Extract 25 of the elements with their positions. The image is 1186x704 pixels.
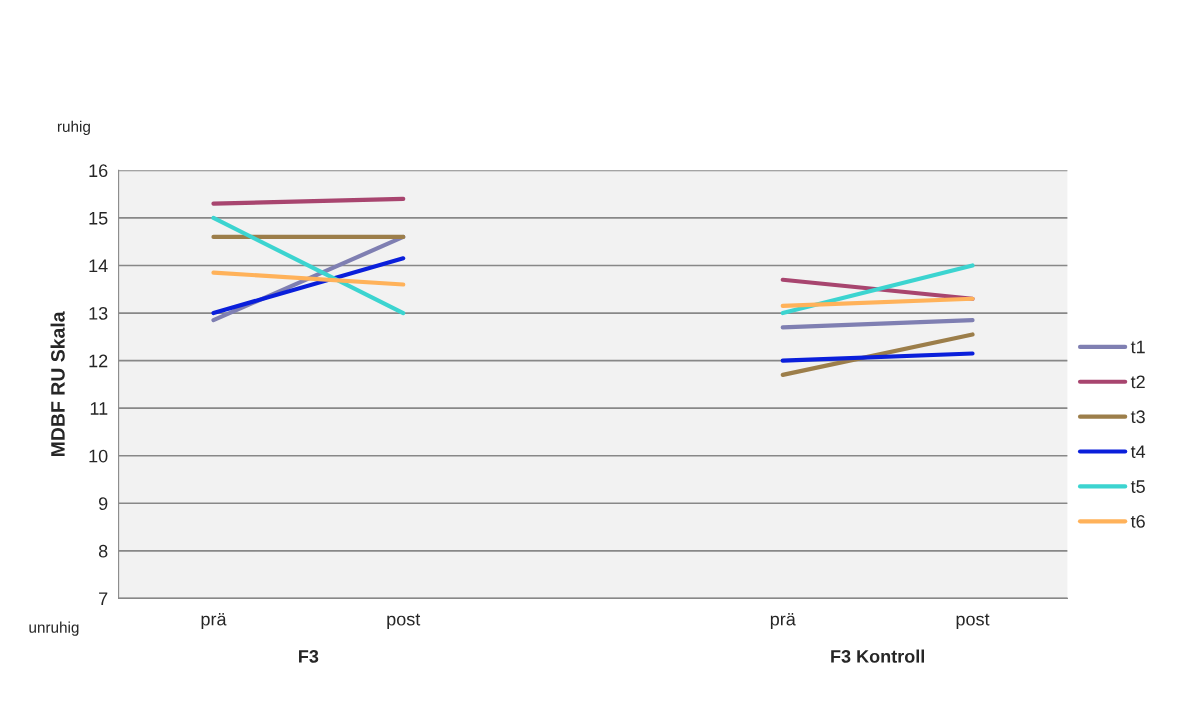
y-axis-title: MDBF RU Skala xyxy=(50,311,65,457)
legend-label: t4 xyxy=(1130,445,1146,458)
y-tick-label: 15 xyxy=(89,212,108,225)
text: ruhig xyxy=(57,120,90,136)
y-tick-label: 9 xyxy=(98,497,108,510)
legend-label: t5 xyxy=(1130,480,1145,493)
y-tick-label: 16 xyxy=(89,164,108,178)
legend-label: t6 xyxy=(1130,515,1145,528)
y-tick-label: 10 xyxy=(89,449,108,463)
y-tick-label: 7 xyxy=(99,592,108,605)
y-tick-label: 11 xyxy=(90,402,108,415)
y-tick-label: 13 xyxy=(89,306,108,320)
text: F3 Kontroll xyxy=(831,649,925,663)
legend-label: t3 xyxy=(1130,410,1145,424)
text: unruhig xyxy=(29,621,79,636)
y-tick-label: 12 xyxy=(89,354,108,368)
legend-label: t1 xyxy=(1130,340,1145,354)
y-tick-label: 14 xyxy=(89,259,108,273)
text: F3 xyxy=(299,650,319,663)
x-tick-label: prä xyxy=(770,613,796,630)
y-tick-label: 8 xyxy=(98,544,108,558)
x-tick-label: prä xyxy=(201,613,227,630)
legend-label: t2 xyxy=(1130,375,1145,389)
x-tick-label: post xyxy=(387,613,421,630)
x-tick-label: post xyxy=(956,613,990,630)
